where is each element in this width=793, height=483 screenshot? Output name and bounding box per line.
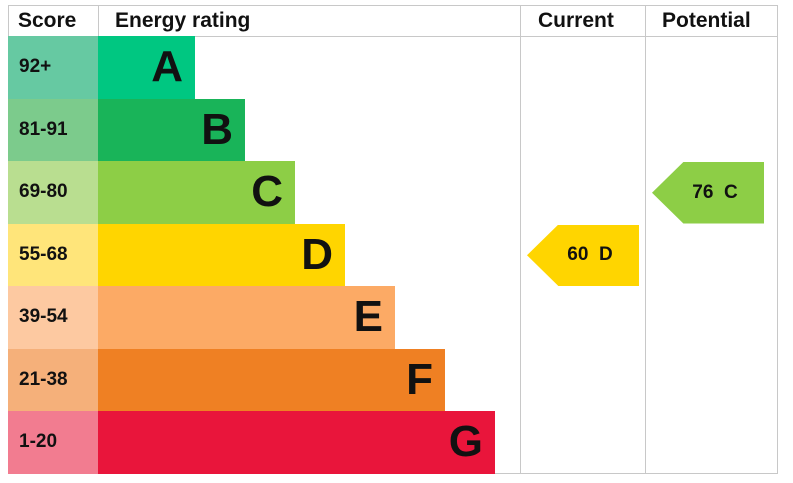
rating-bar-b: B — [98, 98, 245, 161]
border-right — [777, 5, 778, 474]
divider-potential — [645, 5, 646, 474]
rating-bar-d: D — [98, 223, 345, 286]
score-cell-e: 39-54 — [8, 286, 98, 349]
potential-rating-label: 76 C — [692, 181, 738, 203]
current-rating-label: 60 D — [567, 244, 613, 266]
header-score: Score — [18, 9, 77, 32]
rating-bar-e: E — [98, 286, 395, 349]
score-cell-a: 92+ — [8, 36, 98, 99]
header-current: Current — [538, 9, 614, 32]
score-cell-d: 55-68 — [8, 223, 98, 286]
header-energy-rating: Energy rating — [115, 9, 251, 32]
border-header — [8, 36, 778, 37]
score-cell-b: 81-91 — [8, 98, 98, 161]
border-bottom — [8, 473, 778, 474]
header-potential: Potential — [662, 9, 751, 32]
potential-rating-arrow: 76 C — [652, 162, 764, 224]
border-top — [8, 5, 778, 6]
rating-bar-c: C — [98, 161, 295, 224]
rating-bar-a: A — [98, 36, 195, 99]
current-rating-arrow: 60 D — [527, 224, 639, 286]
score-cell-c: 69-80 — [8, 161, 98, 224]
rating-bar-g: G — [98, 411, 495, 474]
score-cell-f: 21-38 — [8, 348, 98, 411]
score-cell-g: 1-20 — [8, 411, 98, 474]
divider-score — [98, 5, 99, 36]
rating-bar-f: F — [98, 348, 445, 411]
divider-current — [520, 5, 521, 474]
